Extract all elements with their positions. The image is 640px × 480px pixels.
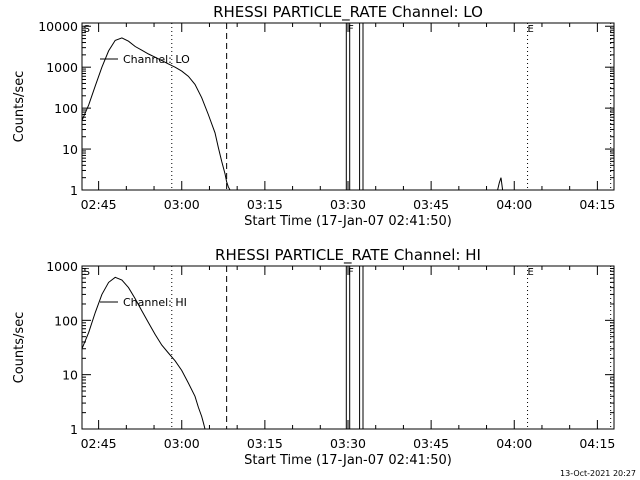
- time-marker-label: E: [528, 24, 534, 35]
- y-tick-label: 10000: [38, 19, 78, 34]
- data-series-line: [81, 37, 231, 191]
- y-tick-label: 1: [70, 422, 78, 437]
- chart-title: RHESSI PARTICLE_RATE Channel: LO: [213, 3, 483, 22]
- x-tick-label: 04:15: [579, 436, 615, 451]
- x-tick-label: 03:00: [164, 436, 200, 451]
- legend-label: Channel: HI: [123, 296, 187, 309]
- y-tick-label: 100: [54, 313, 78, 328]
- y-axis-label: Counts/sec: [12, 71, 27, 143]
- lo-channel-panel: RHESSI PARTICLE_RATE Channel: LO 1 10 100 10…: [12, 3, 615, 229]
- x-axis-label: Start Time (17-Jan-07 02:41:50): [244, 214, 452, 229]
- data-series-line: [359, 265, 364, 429]
- data-series-line: [345, 265, 351, 429]
- time-marker-label: S: [84, 267, 90, 278]
- time-marker-label: S: [84, 24, 90, 35]
- data-series-line: [81, 276, 206, 430]
- y-tick-label: 10: [62, 368, 78, 383]
- y-tick-label: 100: [54, 101, 78, 116]
- x-tick-label: 03:15: [247, 436, 283, 451]
- x-tick-label: 03:00: [164, 197, 200, 212]
- x-tick-label: 03:45: [413, 436, 449, 451]
- plot-timestamp: 13-Oct-2021 20:27: [560, 469, 636, 478]
- data-series-line: [497, 177, 504, 191]
- x-tick-label: 04:00: [496, 436, 532, 451]
- y-tick-label: 1000: [46, 60, 78, 75]
- hi-channel-panel: RHESSI PARTICLE_RATE Channel: HI 1 10 100 10…: [12, 246, 615, 468]
- chart-title: RHESSI PARTICLE_RATE Channel: HI: [215, 246, 481, 265]
- plot-frame: [81, 265, 615, 430]
- x-tick-label: 03:45: [413, 197, 449, 212]
- y-axis-label: Counts/sec: [12, 312, 27, 384]
- x-tick-label: 02:45: [81, 197, 117, 212]
- x-tick-label: 03:15: [247, 197, 283, 212]
- time-marker-label: F: [348, 24, 354, 35]
- y-tick-label: 1: [70, 183, 78, 198]
- x-tick-label: 04:00: [496, 197, 532, 212]
- x-tick-label: 03:30: [330, 197, 366, 212]
- time-marker-label: F: [348, 267, 354, 278]
- data-series-line: [345, 22, 351, 190]
- x-tick-label: 04:15: [579, 197, 615, 212]
- x-axis-label: Start Time (17-Jan-07 02:41:50): [244, 453, 452, 468]
- x-tick-label: 02:45: [81, 436, 117, 451]
- data-series-line: [359, 22, 364, 190]
- y-tick-label: 10: [62, 142, 78, 157]
- time-marker-label: E: [528, 267, 534, 278]
- x-tick-label: 03:30: [330, 436, 366, 451]
- legend-label: Channel: LO: [123, 53, 190, 66]
- y-tick-label: 1000: [46, 259, 78, 274]
- plot-frame: [81, 22, 615, 191]
